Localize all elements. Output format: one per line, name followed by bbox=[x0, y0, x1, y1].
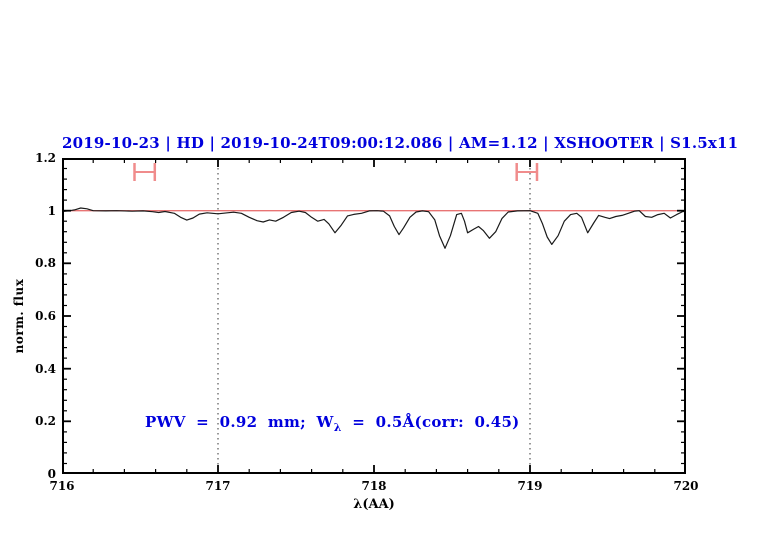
plot-area bbox=[62, 158, 686, 474]
x-tick-label: 718 bbox=[361, 479, 387, 493]
spectrum-chart bbox=[62, 158, 686, 474]
x-tick-label: 720 bbox=[673, 479, 699, 493]
y-tick-label: 1.2 bbox=[35, 151, 56, 165]
y-tick-label: 0 bbox=[47, 467, 56, 481]
y-tick-label: 0.6 bbox=[35, 309, 56, 323]
pwv-annotation-subscript: λ bbox=[333, 421, 342, 434]
plot-title: 2019-10-23 | HD | 2019-10-24T09:00:12.08… bbox=[62, 134, 739, 152]
y-tick-label: 0.8 bbox=[35, 256, 56, 271]
y-tick-label: 0.2 bbox=[35, 414, 56, 429]
y-tick-label: 1 bbox=[47, 203, 56, 218]
x-tick-label: 717 bbox=[205, 479, 231, 493]
x-tick-label: 716 bbox=[49, 479, 75, 493]
x-axis-label: λ(AA) bbox=[353, 497, 395, 512]
y-axis-label: norm. flux bbox=[12, 278, 26, 354]
y-tick-label: 0.4 bbox=[35, 361, 56, 376]
pwv-annotation-suffix: = 0.5Å(corr: 0.45) bbox=[341, 413, 520, 431]
pwv-annotation-prefix: PWV = 0.92 mm; W bbox=[145, 413, 334, 431]
x-tick-label: 719 bbox=[517, 479, 543, 493]
pwv-annotation: PWV = 0.92 mm; Wλ = 0.5Å(corr: 0.45) bbox=[145, 413, 520, 434]
